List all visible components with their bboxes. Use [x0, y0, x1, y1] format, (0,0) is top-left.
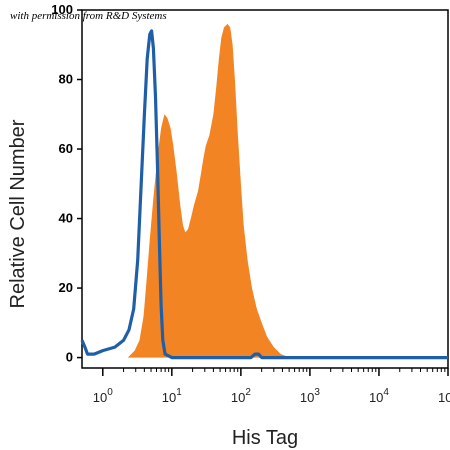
- x-tick-label: 103: [300, 387, 320, 405]
- axis-layer: 0 20 40 60 80 100 100 101 102 103 104 105: [51, 2, 450, 405]
- x-tick-label: 104: [369, 387, 389, 405]
- x-tick-label: 105: [438, 387, 450, 405]
- x-tick-label: 102: [231, 387, 251, 405]
- series-layer: [80, 23, 448, 360]
- y-tick-label: 80: [59, 72, 73, 87]
- y-tick-label: 40: [59, 211, 73, 226]
- y-tick-label: 60: [59, 141, 73, 156]
- x-axis-label: His Tag: [232, 427, 298, 449]
- series-line-histogram: [80, 29, 448, 360]
- x-tick-label: 101: [162, 387, 182, 405]
- y-tick-label: 0: [66, 350, 73, 365]
- x-tick-label: 100: [93, 387, 113, 405]
- y-tick-label: 100: [51, 2, 73, 17]
- plot-frame: [81, 9, 449, 369]
- watermark-text: with permission from R&D Systems: [10, 10, 167, 22]
- y-axis-label: Relative Cell Number: [7, 119, 29, 308]
- series-filled-histogram: [127, 23, 291, 358]
- y-tick-label: 20: [59, 280, 73, 295]
- plot-area: 0 20 40 60 80 100 100 101 102 103 104 105: [51, 2, 450, 405]
